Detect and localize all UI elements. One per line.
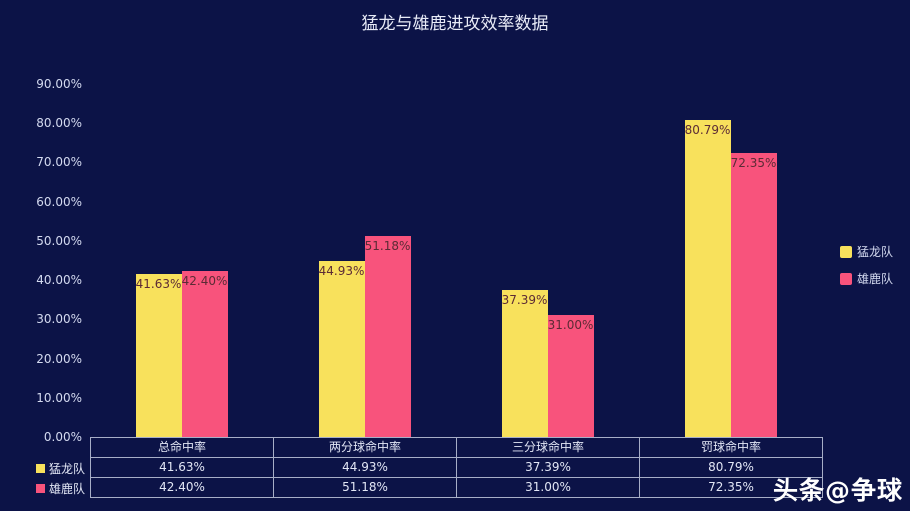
y-axis-tick: 30.00% <box>36 312 82 327</box>
legend-item-raptors[interactable]: 猛龙队 <box>840 243 893 260</box>
table-header-cell: 三分球命中率 <box>457 438 640 458</box>
table-cell: 41.63% <box>91 458 274 478</box>
data-table: 总命中率 两分球命中率 三分球命中率 罚球命中率 41.63% 44.93% 37.39% 8… <box>90 437 823 498</box>
bar-value-label: 37.39% <box>501 293 548 308</box>
watermark: 头条 @争球 <box>773 471 903 507</box>
bar-group: 80.79% 72.35% <box>639 84 822 437</box>
table-header-cell: 罚球命中率 <box>640 438 823 458</box>
bar-group: 44.93% 51.18% <box>273 84 456 437</box>
bucks-bar: 51.18% <box>364 236 411 437</box>
legend-label: 雄鹿队 <box>857 272 894 286</box>
legend: 猛龙队 雄鹿队 <box>840 243 893 287</box>
bucks-bar: 42.40% <box>181 270 228 437</box>
watermark-handle: @争球 <box>824 476 903 505</box>
table-row-labels: 猛龙队 雄鹿队 <box>36 458 85 498</box>
table-cell: 51.18% <box>274 478 457 498</box>
raptors-swatch-icon <box>840 245 852 258</box>
bar-value-label: 72.35% <box>730 156 777 171</box>
table-row-label-bucks: 雄鹿队 <box>36 478 85 498</box>
bar-value-label: 80.79% <box>684 123 731 138</box>
bar-value-label: 41.63% <box>135 276 182 291</box>
y-axis-tick: 50.00% <box>36 233 82 248</box>
raptors-bar: 37.39% <box>501 290 548 437</box>
series-name-label: 雄鹿队 <box>49 481 86 496</box>
bar-value-label: 51.18% <box>364 239 411 254</box>
table-row-label-raptors: 猛龙队 <box>36 458 85 478</box>
table-cell: 72.35% <box>640 478 823 498</box>
bar-group: 41.63% 42.40% <box>90 84 273 437</box>
table-cell: 80.79% <box>640 458 823 478</box>
table-header-cell: 总命中率 <box>91 438 274 458</box>
y-axis-tick: 80.00% <box>36 116 82 131</box>
bucks-bar: 31.00% <box>547 315 594 437</box>
y-axis-tick: 20.00% <box>36 351 82 366</box>
bucks-swatch-icon <box>36 483 45 493</box>
table-cell: 42.40% <box>91 478 274 498</box>
table-cell: 37.39% <box>457 458 640 478</box>
legend-label: 猛龙队 <box>857 245 894 259</box>
y-axis-tick: 60.00% <box>36 194 82 209</box>
y-axis-tick: 0.00% <box>43 430 82 444</box>
series-name-label: 猛龙队 <box>49 461 86 476</box>
watermark-brand: 头条 <box>772 476 825 505</box>
bar-group: 37.39% 31.00% <box>456 84 639 437</box>
chart-title: 猛龙与雄鹿进攻效率数据 <box>361 14 549 34</box>
bar-value-label: 44.93% <box>318 263 365 278</box>
raptors-bar: 80.79% <box>684 120 731 437</box>
bucks-swatch-icon <box>840 272 852 285</box>
table-cell: 44.93% <box>274 458 457 478</box>
raptors-bar: 44.93% <box>318 260 365 437</box>
bar-value-label: 42.40% <box>181 273 228 288</box>
y-axis-tick: 40.00% <box>36 273 82 288</box>
raptors-bar: 41.63% <box>135 273 182 437</box>
bar-value-label: 31.00% <box>547 318 594 333</box>
y-axis-tick: 90.00% <box>36 77 82 91</box>
plot-area: 41.63% 42.40% 44.93% 51.18% 37.39% 31.00% 80.7… <box>90 84 822 437</box>
legend-item-bucks[interactable]: 雄鹿队 <box>840 270 893 287</box>
table-header-cell: 两分球命中率 <box>274 438 457 458</box>
table-cell: 31.00% <box>457 478 640 498</box>
y-axis-tick: 70.00% <box>36 155 82 170</box>
raptors-swatch-icon <box>36 463 45 473</box>
y-axis: 90.00% 80.00% 70.00% 60.00% 50.00% 40.00% 30.0… <box>0 77 82 444</box>
y-axis-tick: 10.00% <box>36 390 82 405</box>
bucks-bar: 72.35% <box>730 153 777 437</box>
